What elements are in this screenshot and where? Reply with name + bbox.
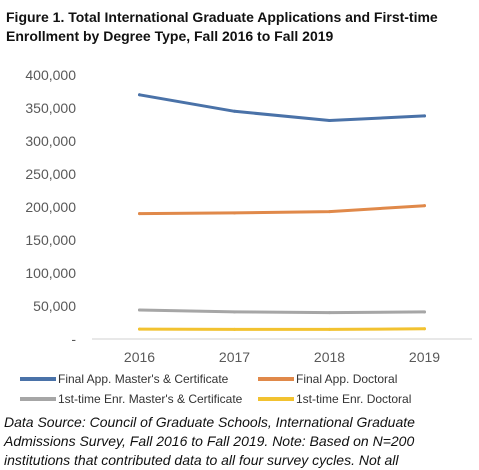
data-point: [423, 327, 426, 331]
source-line-2: Admissions Survey, Fall 2016 to Fall 201…: [4, 433, 415, 449]
legend-item: Final App. Master's & Certificate: [20, 372, 228, 386]
x-tick-label: 2019: [409, 349, 440, 365]
legend-label: 1st-time Enr. Master's & Certificate: [58, 392, 243, 406]
data-point: [138, 327, 141, 331]
data-point: [423, 204, 426, 208]
series-line-4: [138, 327, 426, 331]
data-point: [233, 109, 236, 113]
source-line-1: Data Source: Council of Graduate Schools…: [4, 414, 415, 430]
data-point: [328, 327, 331, 331]
legend-swatch: [20, 377, 56, 381]
y-tick-label: 300,000: [25, 133, 76, 149]
legend-label: 1st-time Enr. Doctoral: [296, 392, 412, 406]
figure-title: Figure 1. Total International Graduate A…: [6, 8, 474, 46]
legend-swatch: [258, 377, 294, 381]
y-tick-label: 250,000: [25, 166, 76, 182]
y-tick-label: -: [71, 331, 76, 347]
data-point: [233, 327, 236, 331]
legend-label: Final App. Master's & Certificate: [58, 372, 229, 386]
data-point: [138, 212, 141, 216]
data-point: [328, 119, 331, 123]
legend-swatch: [20, 397, 56, 401]
y-tick-label: 150,000: [25, 232, 76, 248]
y-tick-label: 200,000: [25, 199, 76, 215]
figure-title-line-1: Figure 1. Total International Graduate A…: [6, 9, 438, 25]
line-chart: - 50,000 100,000 150,000 200,000 250,000 300,0…: [25, 67, 472, 365]
data-point: [423, 114, 426, 118]
y-tick-label: 100,000: [25, 265, 76, 281]
data-point: [138, 308, 141, 312]
legend-item: 1st-time Enr. Master's & Certificate: [20, 392, 242, 406]
y-tick-label: 50,000: [33, 298, 76, 314]
legend-label: Final App. Doctoral: [296, 372, 398, 386]
series-line-1: [138, 93, 426, 122]
legend-item: Final App. Doctoral: [258, 372, 397, 386]
series-line-2: [138, 204, 426, 216]
legend-item: 1st-time Enr. Doctoral: [258, 392, 411, 406]
data-point: [423, 310, 426, 314]
y-tick-label: 350,000: [25, 100, 76, 116]
data-point: [328, 210, 331, 214]
data-point: [233, 211, 236, 215]
x-tick-label: 2016: [124, 349, 155, 365]
x-tick-label: 2018: [314, 349, 345, 365]
data-point: [233, 310, 236, 314]
data-point: [328, 311, 331, 315]
x-tick-label: 2017: [219, 349, 250, 365]
figure-title-line-2: Enrollment by Degree Type, Fall 2016 to …: [6, 28, 334, 44]
data-source-note: Data Source: Council of Graduate Schools…: [4, 413, 474, 470]
source-line-3: institutions that contributed data to al…: [4, 452, 399, 468]
y-tick-label: 400,000: [25, 67, 76, 83]
series-line-3: [138, 308, 426, 315]
data-point: [138, 93, 141, 97]
legend-swatch: [258, 397, 294, 401]
